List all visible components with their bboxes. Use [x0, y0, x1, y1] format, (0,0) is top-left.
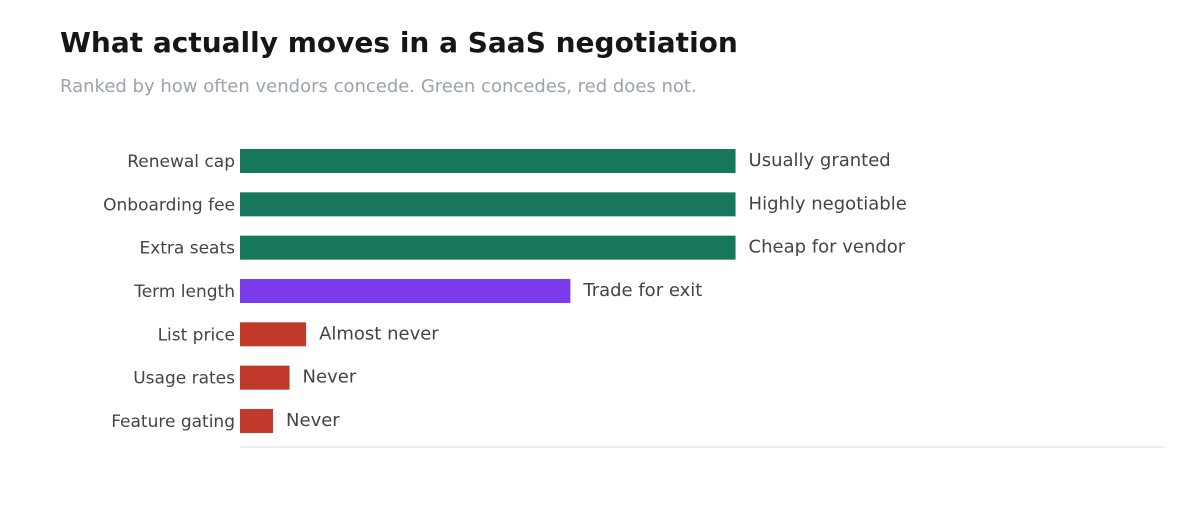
bar [240, 235, 736, 260]
bar [240, 192, 736, 217]
y-tick-label: Extra seats [139, 239, 235, 259]
bar-label: Cheap for vendor [749, 237, 906, 258]
bar-label: Usually granted [749, 150, 891, 171]
chart-title: What actually moves in a SaaS negotiatio… [60, 26, 738, 59]
y-tick-label: Feature gating [111, 412, 235, 432]
y-tick-label: Usage rates [133, 369, 235, 389]
bar [240, 278, 571, 303]
bar-label: Almost never [319, 323, 439, 344]
bar [240, 408, 274, 433]
chart-subtitle: Ranked by how often vendors concede. Gre… [60, 76, 697, 97]
bar-label: Never [286, 410, 340, 431]
bar [240, 322, 307, 347]
y-tick-label: List price [158, 325, 235, 345]
bar-label: Trade for exit [582, 280, 702, 301]
y-tick-label: Term length [133, 282, 235, 302]
bar [240, 365, 290, 390]
y-tick-label: Renewal cap [127, 152, 235, 172]
bar-label: Highly negotiable [749, 193, 907, 214]
y-tick-label: Onboarding fee [103, 195, 235, 215]
bar [240, 149, 736, 173]
bar-label: Never [303, 367, 357, 388]
